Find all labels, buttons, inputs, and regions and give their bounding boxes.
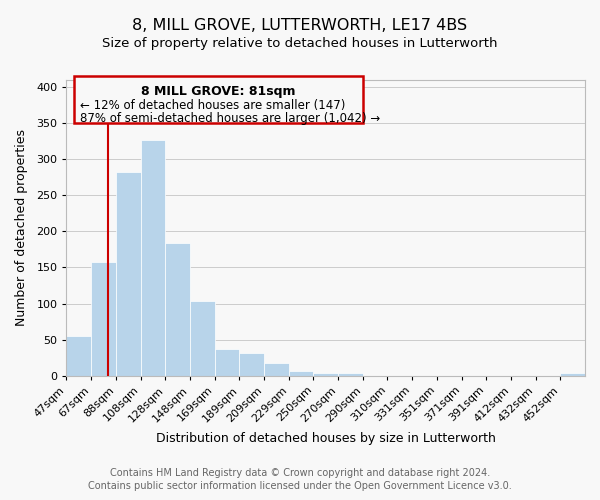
Bar xyxy=(289,372,313,376)
Text: Contains HM Land Registry data © Crown copyright and database right 2024.: Contains HM Land Registry data © Crown c… xyxy=(110,468,490,477)
Text: 8 MILL GROVE: 81sqm: 8 MILL GROVE: 81sqm xyxy=(141,85,296,98)
Text: Size of property relative to detached houses in Lutterworth: Size of property relative to detached ho… xyxy=(102,38,498,51)
Text: Contains public sector information licensed under the Open Government Licence v3: Contains public sector information licen… xyxy=(88,481,512,491)
Bar xyxy=(560,374,585,376)
Bar xyxy=(190,302,215,376)
Y-axis label: Number of detached properties: Number of detached properties xyxy=(15,130,28,326)
Text: 8, MILL GROVE, LUTTERWORTH, LE17 4BS: 8, MILL GROVE, LUTTERWORTH, LE17 4BS xyxy=(133,18,467,32)
Text: ← 12% of detached houses are smaller (147): ← 12% of detached houses are smaller (14… xyxy=(80,99,345,112)
Bar xyxy=(140,140,165,376)
Bar xyxy=(91,262,116,376)
Bar xyxy=(215,349,239,376)
Bar xyxy=(239,354,264,376)
X-axis label: Distribution of detached houses by size in Lutterworth: Distribution of detached houses by size … xyxy=(156,432,496,445)
Bar xyxy=(264,362,289,376)
Bar xyxy=(313,373,338,376)
Text: 87% of semi-detached houses are larger (1,042) →: 87% of semi-detached houses are larger (… xyxy=(80,112,380,126)
Bar xyxy=(116,172,140,376)
Bar xyxy=(338,373,363,376)
Bar xyxy=(165,243,190,376)
Bar xyxy=(67,336,91,376)
